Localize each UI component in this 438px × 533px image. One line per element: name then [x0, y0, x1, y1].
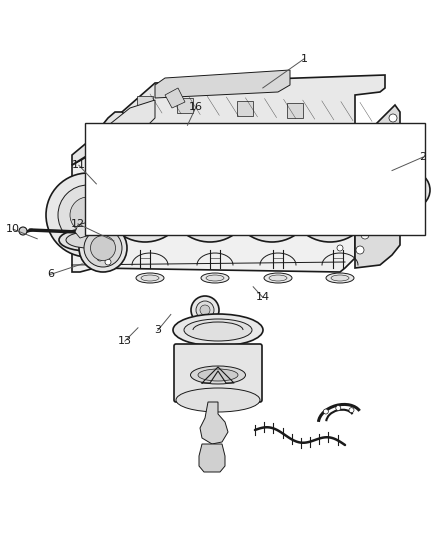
Polygon shape	[165, 88, 185, 108]
Circle shape	[269, 197, 275, 203]
Circle shape	[103, 158, 187, 242]
Circle shape	[347, 134, 403, 190]
Circle shape	[70, 197, 106, 233]
Polygon shape	[237, 101, 253, 116]
Ellipse shape	[201, 273, 229, 283]
Circle shape	[336, 406, 341, 410]
Text: 16: 16	[189, 102, 203, 111]
Polygon shape	[75, 222, 92, 238]
Circle shape	[406, 184, 418, 196]
Circle shape	[19, 227, 27, 235]
Circle shape	[394, 172, 430, 208]
Circle shape	[349, 408, 354, 413]
Ellipse shape	[173, 314, 263, 346]
Text: 1: 1	[301, 54, 308, 63]
Ellipse shape	[269, 275, 287, 281]
Ellipse shape	[264, 273, 292, 283]
Circle shape	[400, 178, 424, 202]
Text: 12: 12	[71, 219, 85, 229]
Text: 2: 2	[419, 152, 426, 162]
Circle shape	[115, 169, 175, 230]
Ellipse shape	[141, 275, 159, 281]
Circle shape	[300, 169, 360, 230]
Circle shape	[389, 114, 397, 122]
Circle shape	[327, 197, 333, 203]
Ellipse shape	[176, 388, 260, 412]
Circle shape	[97, 167, 103, 173]
Circle shape	[230, 158, 314, 242]
Circle shape	[191, 296, 219, 324]
FancyBboxPatch shape	[174, 344, 262, 402]
Circle shape	[288, 158, 372, 242]
Circle shape	[337, 245, 343, 251]
FancyBboxPatch shape	[85, 123, 425, 235]
Polygon shape	[199, 444, 225, 472]
Text: 3: 3	[154, 326, 161, 335]
Ellipse shape	[331, 275, 349, 281]
Circle shape	[200, 305, 210, 315]
Polygon shape	[355, 105, 400, 268]
Circle shape	[391, 221, 399, 229]
Polygon shape	[155, 70, 290, 98]
Ellipse shape	[198, 369, 238, 381]
Ellipse shape	[184, 319, 252, 341]
Polygon shape	[137, 96, 153, 111]
Circle shape	[374, 186, 402, 214]
Ellipse shape	[79, 224, 127, 272]
Circle shape	[46, 173, 130, 257]
Ellipse shape	[206, 275, 224, 281]
Circle shape	[207, 197, 213, 203]
Ellipse shape	[66, 232, 110, 248]
Ellipse shape	[326, 273, 354, 283]
Ellipse shape	[91, 236, 116, 261]
Ellipse shape	[84, 229, 122, 267]
Ellipse shape	[191, 366, 246, 384]
Circle shape	[323, 409, 328, 414]
Circle shape	[356, 143, 394, 181]
Circle shape	[97, 255, 103, 261]
Ellipse shape	[59, 229, 117, 251]
Circle shape	[356, 246, 364, 254]
Polygon shape	[90, 75, 385, 155]
Text: 10: 10	[6, 224, 20, 234]
Circle shape	[361, 231, 369, 239]
Ellipse shape	[136, 273, 164, 283]
Polygon shape	[72, 112, 128, 165]
Polygon shape	[287, 103, 303, 118]
Circle shape	[337, 155, 343, 161]
Circle shape	[180, 169, 240, 230]
Circle shape	[58, 185, 118, 245]
Text: 14: 14	[256, 293, 270, 302]
Text: 13: 13	[118, 336, 132, 346]
Circle shape	[168, 158, 252, 242]
Circle shape	[142, 197, 148, 203]
Circle shape	[242, 169, 302, 230]
Polygon shape	[177, 98, 193, 113]
Circle shape	[105, 172, 111, 178]
Circle shape	[105, 259, 111, 265]
Polygon shape	[90, 100, 155, 155]
Polygon shape	[200, 402, 228, 444]
Circle shape	[196, 301, 214, 319]
Text: 6: 6	[47, 270, 54, 279]
Text: 11: 11	[72, 160, 86, 170]
Polygon shape	[72, 145, 355, 272]
